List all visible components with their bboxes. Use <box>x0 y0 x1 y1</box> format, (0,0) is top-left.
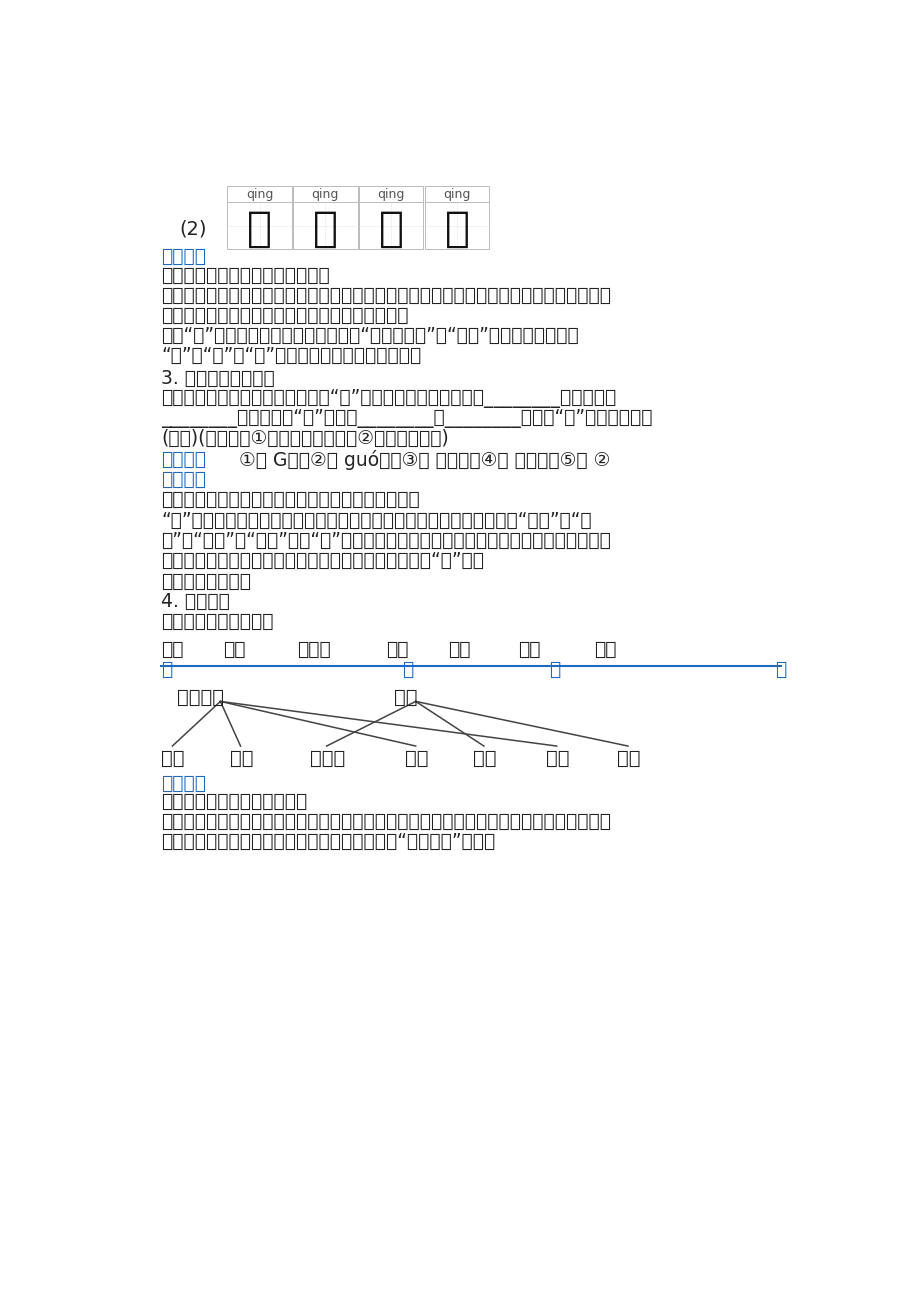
Text: qing: qing <box>312 187 339 201</box>
Bar <box>293 185 357 249</box>
Text: 案: 案 <box>549 660 560 678</box>
Text: 【解析】: 【解析】 <box>162 470 206 490</box>
Text: 际”、“祖国”、“故国”等。“国”字的书写要先中间后两边，再外后内再封口。这个笔画: 际”、“祖国”、“故国”等。“国”字的书写要先中间后两边，再外后内再封口。这个笔… <box>162 530 611 549</box>
Text: qing: qing <box>377 187 404 201</box>
Text: 4. 分分类。: 4. 分分类。 <box>162 592 230 611</box>
Text: 答: 答 <box>402 660 413 678</box>
Text: 身体部位：和身体相关的部位。当我们做这个词语归类题时，我们看看给出的词语中，有哪: 身体部位：和身体相关的部位。当我们做这个词语归类题时，我们看看给出的词语中，有哪 <box>162 812 611 831</box>
Text: ①． G　　②． guó　　③． 国家　　④． 国旗　　⑤． ②: ①． G ②． guó ③． 国家 ④． 国旗 ⑤． ② <box>239 450 609 470</box>
Text: “青”。“清”和“青”的使用要分清，不要混淡了。: “青”。“清”和“青”的使用要分清，不要混淡了。 <box>162 345 421 365</box>
Text: 小腿: 小腿 <box>386 639 408 659</box>
Text: 雷电: 雷电 <box>594 639 616 659</box>
Text: 】: 】 <box>775 660 786 678</box>
Text: 3. 按要求，查字典。: 3. 按要求，查字典。 <box>162 368 275 388</box>
Text: 雷电: 雷电 <box>617 749 640 768</box>
Text: 鼻子: 鼻子 <box>162 639 184 659</box>
Text: 解答本题，首先要读一读拼音，然后写出对应的词语，写完后再读一读，看看是否写正确，: 解答本题，首先要读一读拼音，然后写出对应的词语，写完后再读一读，看看是否写正确， <box>162 285 611 305</box>
Text: 手臂: 手臂 <box>545 749 569 768</box>
Text: qing: qing <box>443 187 471 201</box>
Text: (2): (2) <box>179 219 207 238</box>
Text: 《详解》本题考查看拼音写汉字。: 《详解》本题考查看拼音写汉字。 <box>162 266 330 285</box>
Text: 【解析】: 【解析】 <box>162 247 206 266</box>
Text: 小腿: 小腿 <box>404 749 428 768</box>
Text: 字要写在田字格中间，书写时要注意规范和美观。: 字要写在田字格中间，书写时要注意规范和美观。 <box>162 306 409 324</box>
Text: 我会用音序查字法查字典。我想查“国”这个字，要先查大写字母________，再查音节: 我会用音序查字法查字典。我想查“国”这个字，要先查大写字母________，再查… <box>162 389 616 408</box>
Text: 天气: 天气 <box>393 687 417 707</box>
Text: 清: 清 <box>379 207 403 250</box>
Text: 些词语是我们自己身体上有的，就把那个词语与“身体部位”连线。: 些词语是我们自己身体上有的，就把那个词语与“身体部位”连线。 <box>162 832 495 852</box>
Text: 嘴巴: 嘴巴 <box>223 639 245 659</box>
Text: “国”字是一个非常常见的汉字，可以和很多词汇组合成新的词语，比如“国家”、“国: “国”字是一个非常常见的汉字，可以和很多词汇组合成新的词语，比如“国家”、“国 <box>162 510 592 530</box>
Text: 比较复杂，需要注意书写顺序和力度，才能写出好看的“国”字。: 比较复杂，需要注意书写顺序和力度，才能写出好看的“国”字。 <box>162 551 484 569</box>
Text: 鼻子: 鼻子 <box>162 749 185 768</box>
Text: 【解析】: 【解析】 <box>162 773 206 793</box>
Text: 《详解》考查音序、字母、音节、组词、书写笔顺。: 《详解》考查音序、字母、音节、组词、书写笔顺。 <box>162 491 420 509</box>
Text: qing: qing <box>245 187 273 201</box>
Text: 身体部位　　　　天气: 身体部位 天气 <box>162 612 274 631</box>
Text: 手臂: 手臂 <box>517 639 540 659</box>
Text: 暴雨: 暴雨 <box>448 639 471 659</box>
Text: 《详解》本题考查词语归类。: 《详解》本题考查词语归类。 <box>162 792 308 811</box>
Text: 雨夹雪: 雨夹雪 <box>297 639 331 659</box>
Text: (　　)(填序号：①先外后内再封口；②先中间后两边): ( )(填序号：①先外后内再封口；②先中间后两边) <box>162 428 448 448</box>
Text: 嘴巴: 嘴巴 <box>230 749 253 768</box>
Text: 注意“清”可形容水洁净、清澈，因此是“清清的池塘”；“青蛙”是绳色的，因此是: 注意“清”可形容水洁净、清澈，因此是“清清的池塘”；“青蛙”是绳色的，因此是 <box>162 326 579 345</box>
Bar <box>227 185 291 249</box>
Text: ________，我还会给“国”组词：________、________。书写“国”字时，要注意: ________，我还会给“国”组词：________、________。书写“… <box>162 409 652 428</box>
Text: 身体部位: 身体部位 <box>176 687 223 707</box>
Text: 清: 清 <box>312 207 337 250</box>
Text: 青: 青 <box>444 207 470 250</box>
Bar <box>425 185 489 249</box>
Text: 读一读，连一连。: 读一读，连一连。 <box>162 572 251 591</box>
Text: 【: 【 <box>162 660 173 678</box>
Text: 暴雨: 暴雨 <box>472 749 496 768</box>
Text: 【答案】: 【答案】 <box>162 450 206 470</box>
Text: 晴: 晴 <box>247 207 272 250</box>
Bar <box>358 185 423 249</box>
Text: 雨夹雪: 雨夹雪 <box>310 749 346 768</box>
